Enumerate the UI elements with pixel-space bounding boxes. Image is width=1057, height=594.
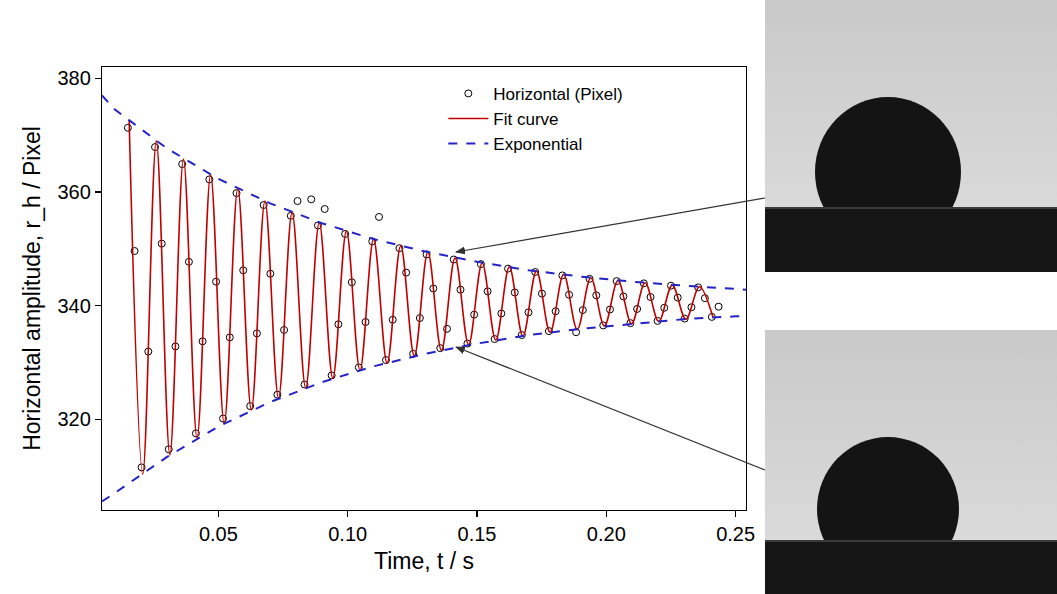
svg-text:0.10: 0.10 — [328, 523, 367, 545]
svg-text:Horizontal amplitude, r_h / Pi: Horizontal amplitude, r_h / Pixel — [19, 126, 45, 451]
svg-text:0.15: 0.15 — [458, 523, 497, 545]
svg-text:380: 380 — [57, 67, 90, 89]
svg-text:Horizontal (Pixel): Horizontal (Pixel) — [493, 85, 622, 104]
svg-text:Exponential: Exponential — [493, 135, 582, 154]
svg-text:360: 360 — [57, 181, 90, 203]
svg-text:0.20: 0.20 — [587, 523, 626, 545]
svg-text:0.05: 0.05 — [199, 523, 238, 545]
svg-text:0.25: 0.25 — [716, 523, 755, 545]
svg-text:Time, t / s: Time, t / s — [374, 548, 474, 574]
svg-text:Fit curve: Fit curve — [493, 110, 558, 129]
svg-text:320: 320 — [57, 408, 90, 430]
svg-text:340: 340 — [57, 295, 90, 317]
